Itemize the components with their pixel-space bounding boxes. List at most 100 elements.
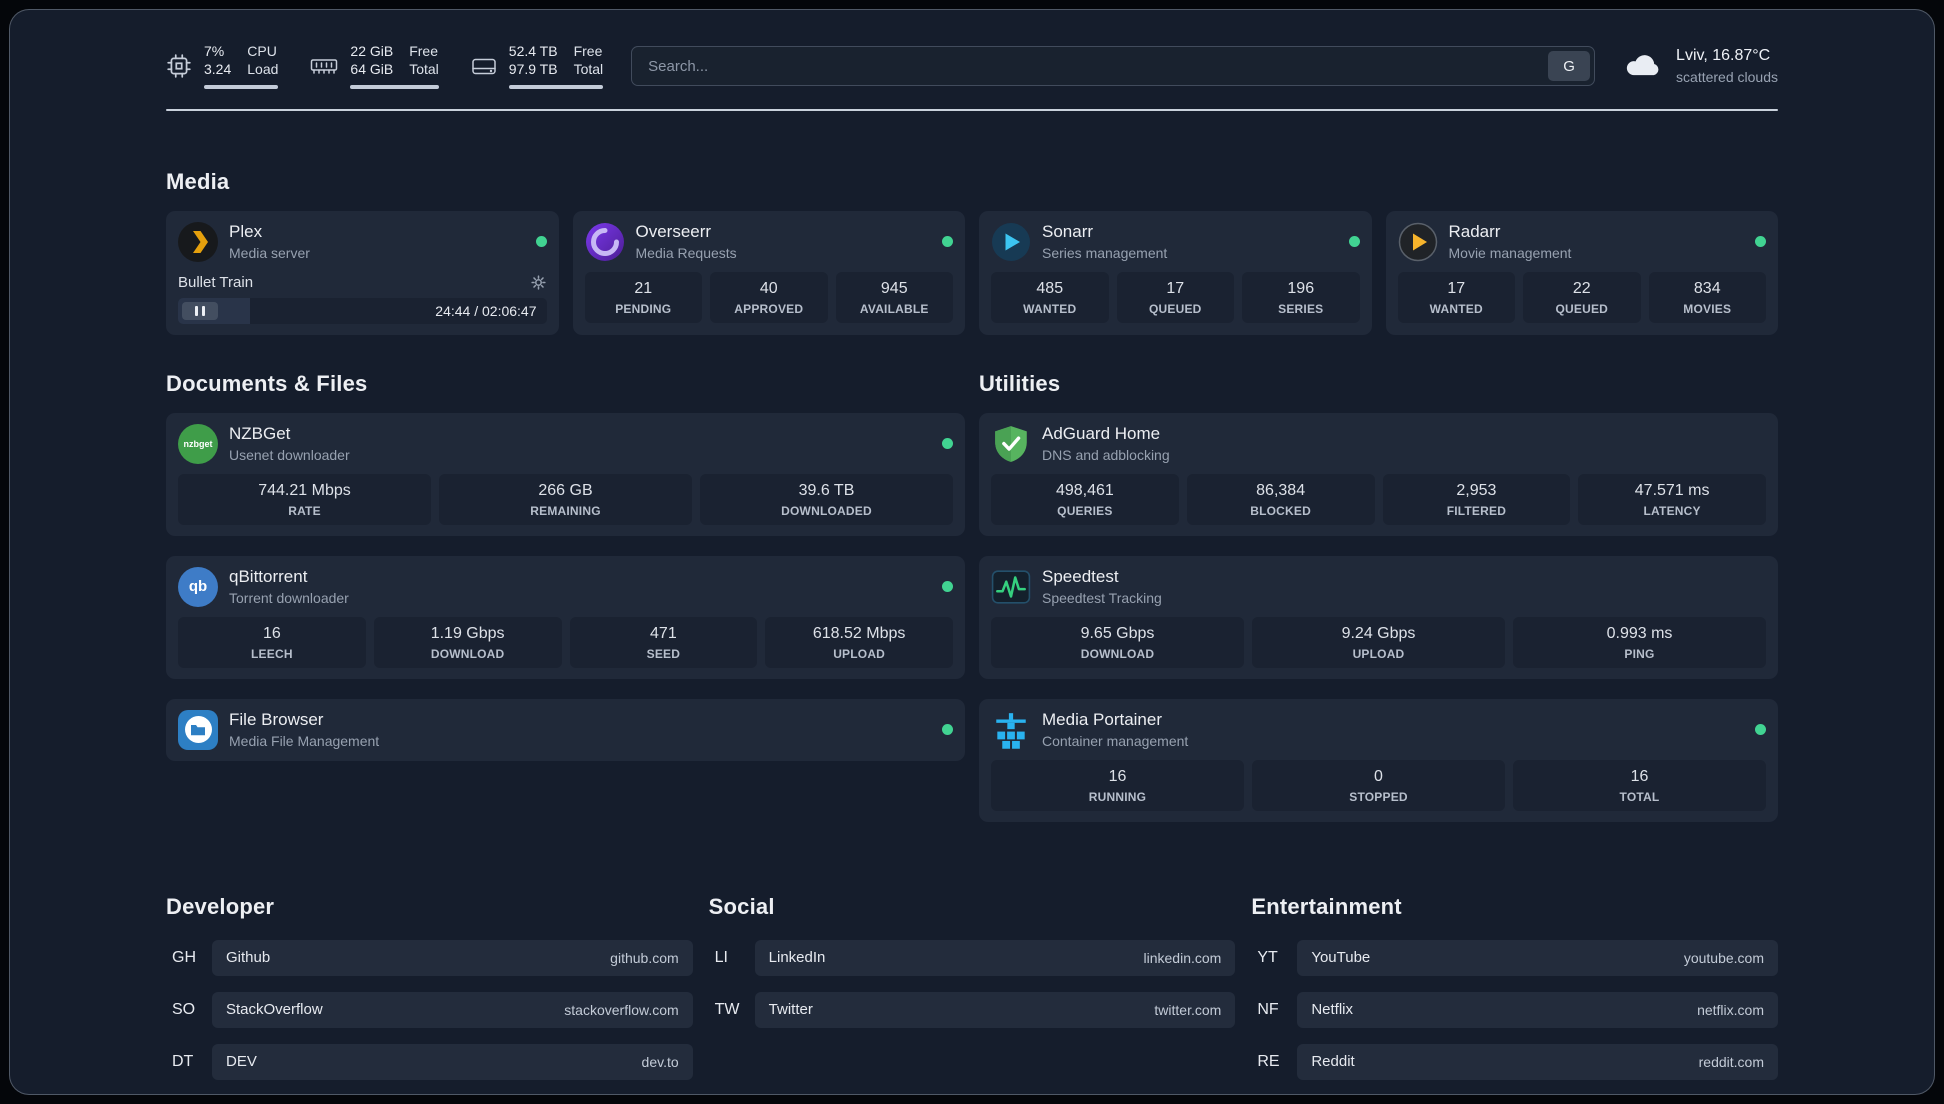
service-card-portainer[interactable]: Media Portainer Container management 16 … <box>979 698 1778 822</box>
bookmark-linkedin[interactable]: LI LinkedIn linkedin.com <box>709 939 1236 976</box>
bookmark-url: reddit.com <box>1698 1053 1764 1070</box>
service-name: Speedtest <box>1042 567 1119 587</box>
service-card-adguard[interactable]: AdGuard Home DNS and adblocking 498,461 … <box>979 412 1778 536</box>
service-name: qBittorrent <box>229 567 308 587</box>
bookmark-dev[interactable]: DT DEV dev.to <box>166 1043 693 1080</box>
filebrowser-icon-disc <box>184 716 212 744</box>
service-card-overseerr[interactable]: Overseerr Media Requests 21 PENDING 40 A… <box>572 210 965 335</box>
stat-label: TOTAL <box>1619 789 1660 804</box>
stat-value: 618.52 Mbps <box>812 624 906 642</box>
service-card-filebrowser[interactable]: File Browser Media File Management <box>166 698 965 761</box>
disk-free-label: Free <box>573 43 603 59</box>
stat-tile: 86,384 BLOCKED <box>1186 473 1375 525</box>
bookmark-name: Reddit <box>1311 1053 1355 1071</box>
service-name: File Browser <box>229 710 324 730</box>
section-documents: Documents & Files nzbget NZBGet Usenet d… <box>166 371 965 761</box>
service-name: Sonarr <box>1042 222 1094 242</box>
pause-button[interactable] <box>182 301 218 320</box>
bookmark-youtube[interactable]: YT YouTube youtube.com <box>1251 939 1778 976</box>
stat-value: 485 <box>1036 279 1064 297</box>
stat-value: 47.571 ms <box>1634 481 1710 499</box>
disk-total-label: Total <box>573 61 604 78</box>
bookmark-abbr: GH <box>172 948 196 966</box>
stat-tile: 21 PENDING <box>584 271 702 323</box>
stat-tile: 17 QUEUED <box>1116 271 1234 323</box>
stat-label: BLOCKED <box>1250 503 1311 518</box>
cloud-icon <box>1623 48 1663 84</box>
status-dot <box>1755 724 1766 736</box>
service-card-sonarr[interactable]: Sonarr Series management 485 WANTED 17 Q… <box>979 210 1372 335</box>
memory-total-value: 64 GiB <box>350 61 394 78</box>
stat-value: 22 <box>1572 279 1591 297</box>
cpu-load-value: 3.24 <box>204 61 232 78</box>
section-media: Media Plex Media server Bullet Train <box>166 169 1778 335</box>
stat-label: LATENCY <box>1643 503 1701 518</box>
overseerr-icon <box>585 222 625 262</box>
bookmark-reddit[interactable]: RE Reddit reddit.com <box>1251 1043 1778 1080</box>
memory-total-label: Total <box>409 61 439 78</box>
stat-label: QUEUED <box>1555 301 1609 316</box>
stat-label: LEECH <box>251 646 293 661</box>
memory-usage-bar <box>350 84 439 89</box>
bookmark-github[interactable]: GH Github github.com <box>166 939 693 976</box>
bookmark-url: netflix.com <box>1697 1001 1764 1018</box>
memory-icon <box>310 56 338 77</box>
service-description: Media File Management <box>229 733 380 750</box>
disk-usage-bar <box>508 84 604 89</box>
stat-label: WANTED <box>1023 301 1077 316</box>
service-card-speedtest[interactable]: Speedtest Speedtest Tracking 9.65 Gbps D… <box>979 555 1778 679</box>
service-name: Overseerr <box>635 222 712 242</box>
status-dot <box>942 236 953 248</box>
bookmark-name: DEV <box>226 1053 257 1071</box>
stat-tile: 39.6 TB DOWNLOADED <box>700 473 953 525</box>
memory-free-value: 22 GiB <box>350 43 394 59</box>
nzbget-icon: nzbget <box>178 423 218 464</box>
stat-tile: 744.21 Mbps RATE <box>178 473 431 525</box>
bookmark-netflix[interactable]: NF Netflix netflix.com <box>1251 991 1778 1028</box>
bookmark-abbr: LI <box>714 948 728 966</box>
bookmark-twitter[interactable]: TW Twitter twitter.com <box>709 991 1236 1028</box>
qbittorrent-icon: qb <box>178 566 218 607</box>
stat-tile: 498,461 QUERIES <box>991 473 1179 525</box>
player-progress-bar[interactable]: 24:44 / 02:06:47 <box>178 297 547 324</box>
bookmark-url: twitter.com <box>1154 1001 1222 1018</box>
section-title-social: Social <box>708 893 775 919</box>
bookmark-stackoverflow[interactable]: SO StackOverflow stackoverflow.com <box>166 991 693 1028</box>
bookmark-url: linkedin.com <box>1143 949 1222 966</box>
player-settings-icon[interactable] <box>530 274 547 291</box>
service-card-qbittorrent[interactable]: qb qBittorrent Torrent downloader 16 LEE… <box>166 555 965 679</box>
stat-tile: 40 APPROVED <box>710 271 828 323</box>
stat-label: DOWNLOAD <box>1080 646 1155 661</box>
service-card-radarr[interactable]: Radarr Movie management 17 WANTED 22 QUE… <box>1385 210 1778 335</box>
stat-tile: 22 QUEUED <box>1523 271 1641 323</box>
search-provider-button[interactable]: G <box>1548 51 1591 82</box>
memory-free-label: Free <box>409 43 439 59</box>
stat-tile: 2,953 FILTERED <box>1382 473 1571 525</box>
stat-tile: 618.52 Mbps UPLOAD <box>765 616 953 668</box>
stat-label: SEED <box>646 646 681 661</box>
bookmark-abbr: RE <box>1257 1052 1280 1070</box>
speedtest-icon <box>991 567 1031 607</box>
service-card-plex[interactable]: Plex Media server Bullet Train <box>166 210 559 335</box>
qbittorrent-icon-text: qb <box>188 578 208 596</box>
stat-label: RUNNING <box>1088 789 1147 804</box>
stat-value: 0 <box>1374 767 1383 785</box>
bookmark-abbr: YT <box>1257 948 1278 966</box>
resource-disk: 52.4 TB 97.9 TB Free Total <box>471 43 604 89</box>
weather-condition: scattered clouds <box>1676 69 1778 86</box>
section-utilities: Utilities AdGuard Home <box>979 371 1778 822</box>
bookmark-url: youtube.com <box>1683 949 1764 966</box>
stat-value: 266 GB <box>538 481 593 499</box>
plex-icon <box>178 221 218 262</box>
stat-value: 9.24 Gbps <box>1341 624 1416 642</box>
stat-value: 17 <box>1166 279 1185 297</box>
service-card-nzbget[interactable]: nzbget NZBGet Usenet downloader 744.21 M… <box>166 412 965 536</box>
stat-label: PENDING <box>615 301 672 316</box>
service-name: Plex <box>229 222 263 242</box>
bookmark-abbr: TW <box>714 1000 740 1018</box>
bookmark-name: Netflix <box>1311 1001 1354 1019</box>
service-name: Radarr <box>1448 222 1501 242</box>
weather-widget[interactable]: Lviv, 16.87°C scattered clouds <box>1623 47 1778 85</box>
search-input[interactable] <box>631 46 1596 87</box>
topbar: 7% 3.24 CPU Load <box>166 43 1778 89</box>
